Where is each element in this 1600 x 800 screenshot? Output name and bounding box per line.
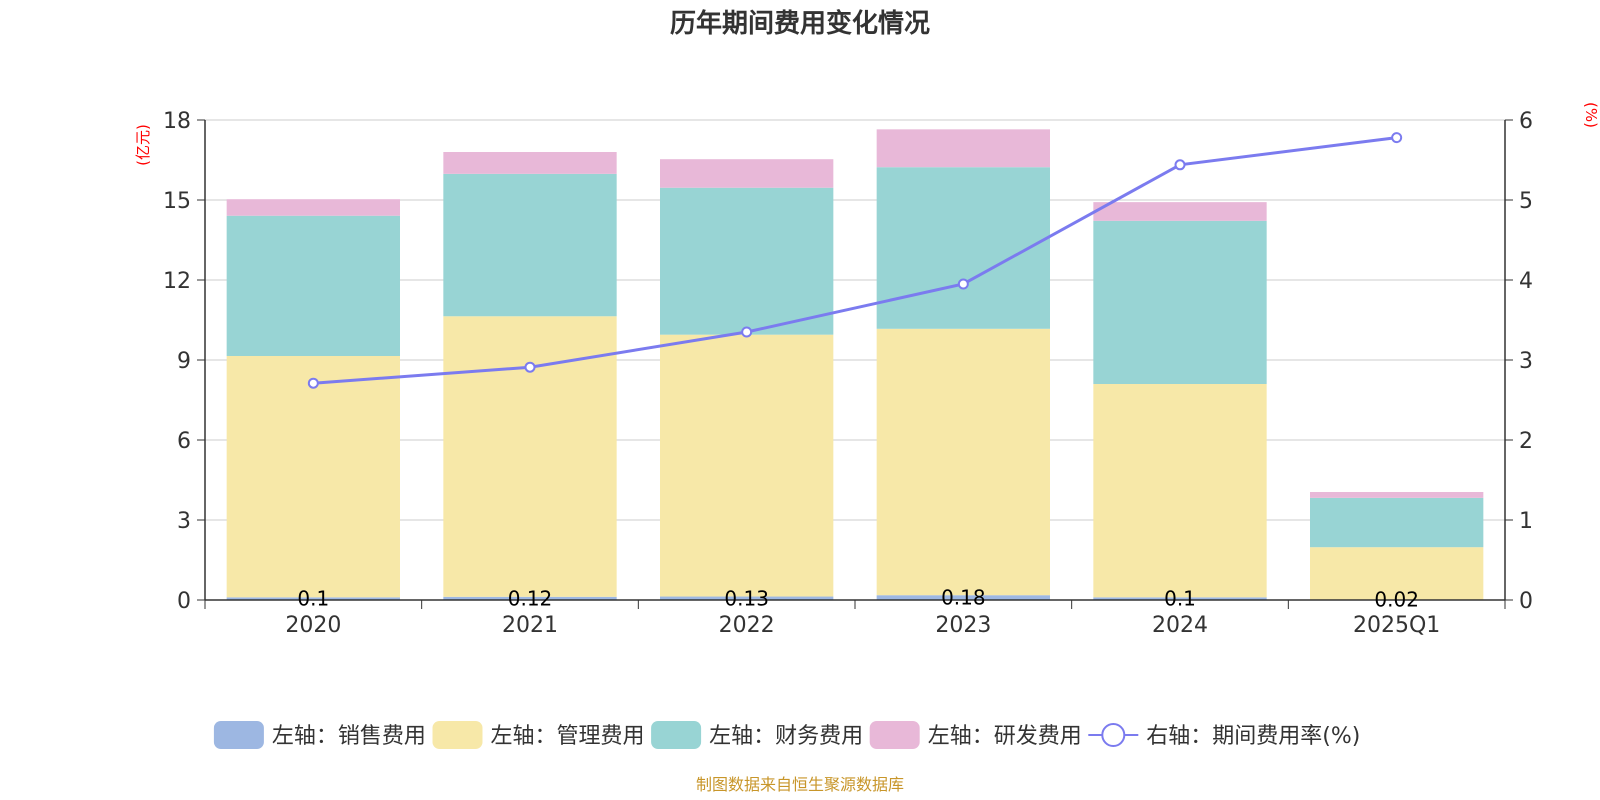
- legend-swatch: [651, 721, 702, 749]
- bar-value-label: 0.1: [297, 587, 329, 611]
- legend-label: 左轴：管理费用: [491, 724, 645, 749]
- bar-segment: [876, 328, 1050, 596]
- bar-segment: [226, 597, 400, 600]
- bar-segment: [226, 215, 400, 356]
- x-axis-tick-label: 2022: [719, 613, 775, 638]
- left-axis-unit: (亿元): [134, 124, 152, 166]
- legend-swatch: [432, 721, 483, 749]
- legend-swatch: [869, 721, 920, 749]
- bar-segment: [1310, 492, 1484, 498]
- right-axis-tick-label: 6: [1519, 109, 1533, 134]
- legend-label: 右轴：期间费用率(%): [1146, 724, 1360, 749]
- bar-segment: [443, 596, 617, 600]
- bar-segment: [1310, 547, 1484, 600]
- bar-segment: [443, 152, 617, 174]
- right-axis-tick-label: 1: [1519, 509, 1533, 534]
- rate-line: [307, 132, 1403, 389]
- bar-segment: [876, 167, 1050, 329]
- legend-label: 左轴：财务费用: [709, 724, 863, 749]
- bar-segment: [226, 199, 400, 216]
- bar-value-label: 0.13: [724, 586, 769, 610]
- right-axis-tick-label: 5: [1519, 189, 1533, 214]
- rate-line-point: [957, 278, 969, 290]
- left-axis-tick-label: 12: [163, 269, 191, 294]
- left-axis-tick-label: 9: [177, 349, 191, 374]
- bars: [226, 129, 1484, 600]
- bar-segment: [443, 173, 617, 317]
- right-axis-tick-label: 2: [1519, 429, 1533, 454]
- bar-segment: [1093, 384, 1267, 598]
- rate-line-point: [741, 326, 753, 338]
- bar-segment: [1093, 202, 1267, 221]
- x-axis-tick-label: 2024: [1152, 613, 1208, 638]
- rate-line-point: [1391, 132, 1403, 144]
- bar-segment: [660, 334, 834, 597]
- bar-segment: [660, 596, 834, 600]
- legend-swatch: [213, 721, 264, 749]
- legend: 左轴：销售费用 左轴：管理费用 左轴：财务费用 左轴：研发费用 右轴：期间费用率(%): [213, 721, 1360, 749]
- bar-segment: [876, 129, 1050, 168]
- x-axis-tick-label: 2025Q1: [1353, 613, 1440, 638]
- legend-label: 左轴：研发费用: [928, 724, 1082, 749]
- bar-labels: 0.1 0.12 0.13 0.18 0.1 0.02: [297, 586, 1419, 612]
- left-axis-tick-label: 3: [177, 509, 191, 534]
- bar-value-label: 0.02: [1374, 588, 1419, 612]
- left-axis-tick-label: 18: [163, 109, 191, 134]
- x-axis-tick-label: 2020: [285, 613, 341, 638]
- bar-value-label: 0.1: [1164, 587, 1196, 611]
- bar-segment: [660, 159, 834, 188]
- bar-value-label: 0.12: [508, 586, 553, 610]
- bar-segment: [226, 356, 400, 598]
- chart-title: 历年期间费用变化情况: [670, 8, 930, 39]
- bar-segment: [1093, 220, 1267, 384]
- rate-line-point: [524, 361, 536, 373]
- bar-segment: [1093, 597, 1267, 600]
- legend-swatch-marker: [1101, 723, 1126, 747]
- bar-segment: [1310, 497, 1484, 548]
- rate-line-point: [307, 377, 319, 389]
- rate-line-point: [1174, 159, 1186, 171]
- bar-segment: [876, 595, 1050, 600]
- rate-line-path: [313, 136, 1397, 385]
- x-axis-tick-label: 2021: [502, 613, 558, 638]
- legend-label: 左轴：销售费用: [272, 724, 426, 749]
- right-axis-tick-label: 3: [1519, 349, 1533, 374]
- x-axis-tick-label: 2023: [935, 613, 991, 638]
- data-source-note: 制图数据来自恒生聚源数据库: [696, 775, 904, 794]
- left-axis-tick-label: 0: [177, 589, 191, 614]
- right-axis-unit: (%): [1582, 102, 1600, 128]
- left-axis-tick-label: 6: [177, 429, 191, 454]
- right-axis-tick-label: 4: [1519, 269, 1533, 294]
- left-axis-tick-label: 15: [163, 189, 191, 214]
- bar-segment: [660, 187, 834, 335]
- right-axis-tick-label: 0: [1519, 589, 1533, 614]
- bar-value-label: 0.18: [941, 586, 986, 610]
- grid-lines: [205, 119, 1505, 521]
